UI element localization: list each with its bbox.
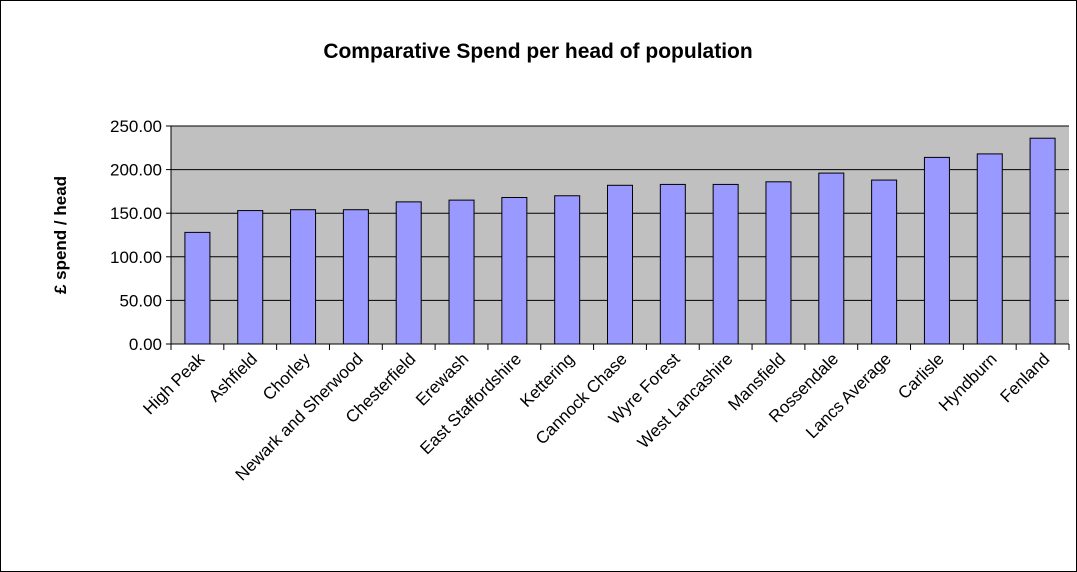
y-tick-label: 150.00 <box>110 204 162 223</box>
bar <box>501 197 528 345</box>
y-tick-label: 200.00 <box>110 161 162 180</box>
y-tick-label: 250.00 <box>110 117 162 136</box>
bar <box>237 210 264 345</box>
bar <box>448 199 475 345</box>
bar <box>607 184 633 345</box>
bar <box>765 181 792 345</box>
bar <box>184 231 211 345</box>
bar <box>395 201 422 345</box>
bar <box>712 183 739 345</box>
bar <box>342 209 369 345</box>
chart-title: Comparative Spend per head of population <box>323 40 752 63</box>
bar <box>290 209 317 345</box>
y-tick-label: 0.00 <box>129 335 162 354</box>
bar <box>659 183 686 345</box>
bar <box>923 156 950 345</box>
y-axis-title: £ spend / head <box>51 176 70 294</box>
y-tick-label: 50.00 <box>119 291 162 310</box>
bar <box>1029 137 1056 345</box>
bar <box>871 179 898 345</box>
bar <box>554 195 581 345</box>
y-tick-label: 100.00 <box>110 248 162 267</box>
bar <box>976 153 1003 345</box>
bar <box>818 172 845 345</box>
